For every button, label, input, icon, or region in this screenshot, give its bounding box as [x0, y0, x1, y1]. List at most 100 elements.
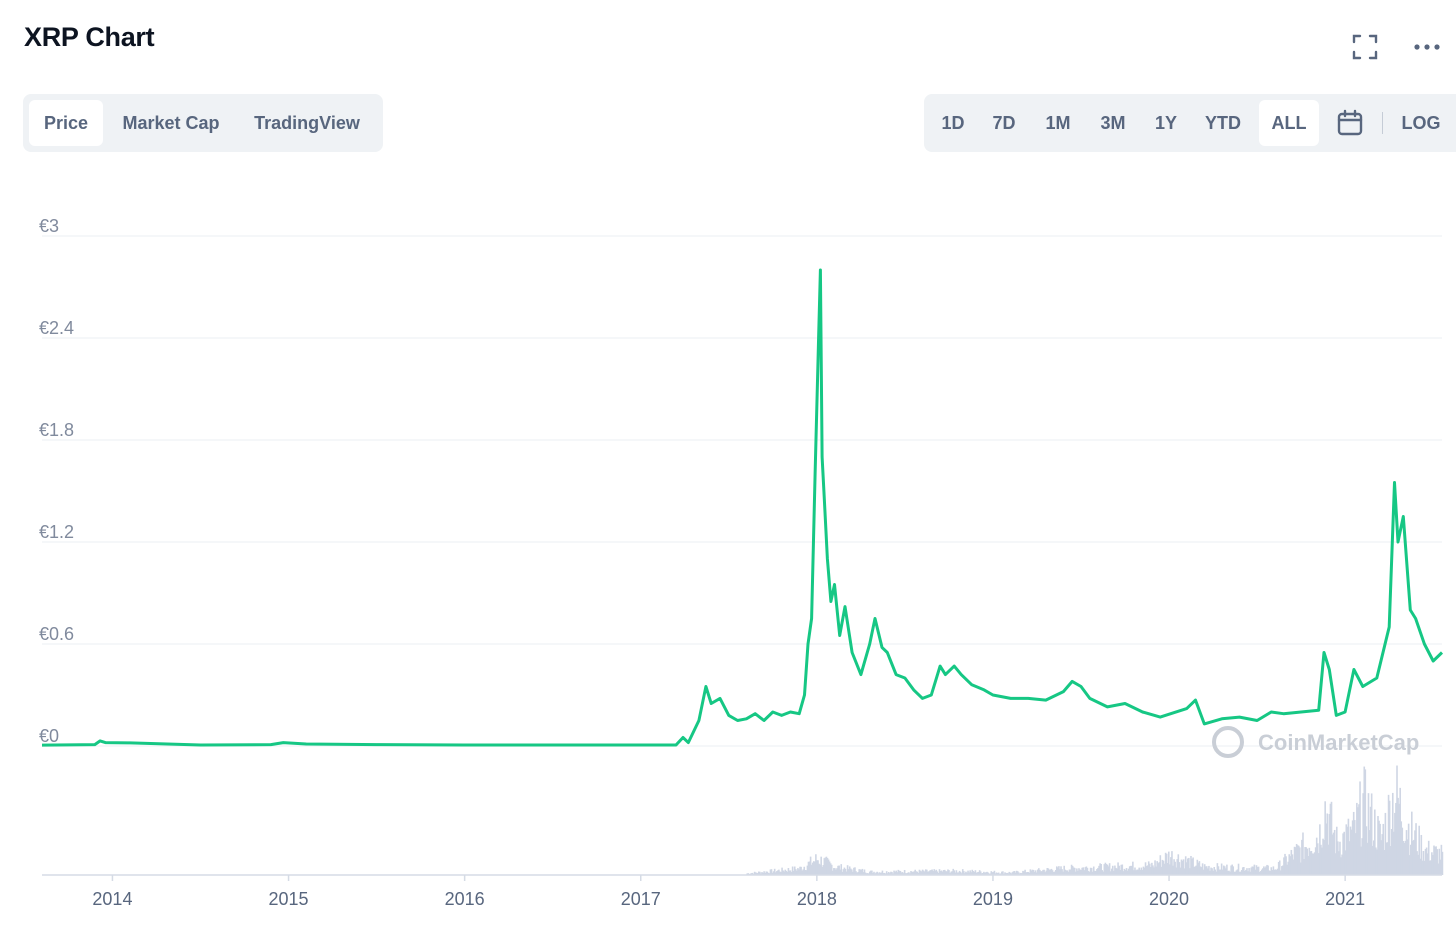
- tab-3m[interactable]: 3M: [1100, 113, 1126, 133]
- volume-bar: [1228, 870, 1230, 875]
- volume-bar: [1269, 870, 1272, 875]
- volume-bar: [1204, 866, 1207, 875]
- volume-bar: [1422, 851, 1425, 875]
- volume-bar: [885, 871, 888, 875]
- volume-bar: [975, 872, 978, 875]
- volume-bar: [767, 872, 770, 875]
- volume-bar: [1244, 870, 1246, 875]
- volume-bar: [1340, 857, 1342, 875]
- volume-bar: [1250, 867, 1253, 875]
- volume-bar: [1148, 863, 1151, 875]
- volume-bar: [1114, 865, 1116, 875]
- volume-bar: [882, 873, 885, 875]
- more-options-icon[interactable]: [1412, 32, 1442, 62]
- volume-bar: [1008, 871, 1011, 875]
- volume-bar: [1100, 863, 1102, 875]
- volume-bar: [879, 872, 882, 875]
- volume-bar: [853, 867, 855, 875]
- volume-bar: [945, 871, 947, 875]
- volume-bar: [1139, 869, 1142, 875]
- volume-bar: [1108, 863, 1111, 875]
- volume-bar: [933, 869, 936, 875]
- tab-1m[interactable]: 1M: [1045, 113, 1071, 133]
- volume-bar: [950, 871, 952, 875]
- volume-bar: [1382, 823, 1385, 875]
- volume-bar: [1432, 854, 1434, 875]
- volume-bar: [1200, 867, 1203, 875]
- volume-bar: [1178, 862, 1181, 875]
- volume-bar: [932, 871, 934, 875]
- volume-bar: [804, 869, 807, 875]
- volume-bar: [1073, 867, 1076, 875]
- volume-bar: [840, 864, 843, 875]
- volume-bar: [787, 868, 790, 875]
- volume-bar: [1157, 863, 1160, 875]
- volume-bar: [961, 869, 964, 875]
- volume-bar: [1223, 866, 1226, 875]
- volume-bar: [1034, 870, 1037, 875]
- volume-bar: [1332, 832, 1335, 875]
- tab-market-cap[interactable]: Market Cap: [122, 113, 220, 133]
- tab-7d[interactable]: 7D: [992, 113, 1016, 133]
- tab-all[interactable]: ALL: [1259, 100, 1319, 146]
- volume-bar: [1222, 865, 1225, 875]
- volume-bar: [1120, 864, 1123, 875]
- volume-bar: [942, 870, 945, 875]
- volume-bar: [835, 869, 837, 875]
- volume-bar: [958, 870, 961, 875]
- volume-bar: [815, 854, 817, 875]
- volume-bar: [1238, 871, 1241, 875]
- tab-1y[interactable]: 1Y: [1154, 113, 1178, 133]
- log-toggle[interactable]: LOG: [1401, 113, 1441, 133]
- volume-bar: [1441, 851, 1444, 875]
- volume-bar: [838, 865, 840, 875]
- volume-bar: [1066, 870, 1069, 875]
- volume-bar: [985, 872, 987, 875]
- volume-bar: [1122, 871, 1125, 875]
- volume-bar: [1437, 863, 1440, 875]
- volume-bar: [1328, 814, 1331, 875]
- volume-bar: [909, 873, 911, 875]
- volume-bar: [1423, 860, 1426, 875]
- volume-bar: [1417, 854, 1419, 875]
- volume-bar: [792, 870, 795, 875]
- volume-bar: [1052, 872, 1055, 875]
- volume-bar: [1284, 853, 1286, 875]
- volume-bar: [1103, 864, 1106, 875]
- volume-bar: [868, 871, 871, 875]
- volume-bar: [1326, 813, 1329, 875]
- volume-bar: [1335, 826, 1338, 875]
- volume-bar: [946, 871, 948, 875]
- calendar-icon[interactable]: [1336, 108, 1364, 138]
- time-range-tabs: 1D 7D 1M 3M 1Y YTD ALL LOG: [924, 94, 1456, 152]
- volume-bar: [977, 871, 980, 875]
- volume-bar: [1370, 793, 1373, 875]
- volume-bar: [1337, 841, 1339, 875]
- volume-bar: [1029, 869, 1032, 875]
- volume-bar: [922, 870, 925, 875]
- volume-bar: [1333, 829, 1336, 875]
- tab-1d[interactable]: 1D: [941, 113, 965, 133]
- volume-bar: [1005, 873, 1007, 875]
- tab-price[interactable]: Price: [29, 100, 103, 146]
- fullscreen-icon[interactable]: [1350, 32, 1380, 62]
- tab-tradingview[interactable]: TradingView: [254, 113, 360, 133]
- volume-bar: [1063, 865, 1065, 875]
- volume-bar: [1346, 826, 1349, 875]
- volume-bar: [982, 872, 984, 875]
- volume-bar: [1265, 866, 1267, 875]
- volume-bar: [1361, 838, 1363, 875]
- volume-bar: [1209, 870, 1211, 875]
- volume-bar: [995, 872, 998, 875]
- volume-bar: [772, 871, 775, 875]
- tab-ytd[interactable]: YTD: [1205, 113, 1241, 133]
- volume-bar: [1024, 869, 1026, 875]
- volume-bar: [1011, 872, 1014, 875]
- volume-bar: [1343, 831, 1345, 875]
- volume-bar: [1291, 854, 1294, 875]
- volume-bar: [808, 861, 811, 875]
- volume-bar: [1129, 865, 1132, 875]
- volume-bar: [1400, 821, 1403, 875]
- volume-bar: [1215, 871, 1218, 875]
- volume-bar: [893, 870, 895, 875]
